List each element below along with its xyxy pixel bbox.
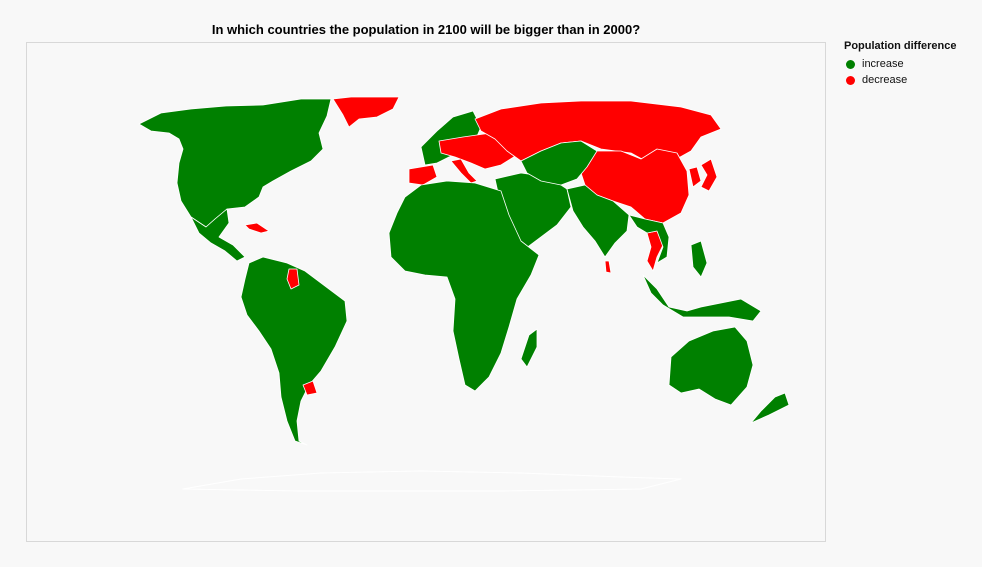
legend-label-decrease: decrease [862,74,908,86]
region-iberia [408,164,438,186]
legend-label-increase: increase [862,58,904,70]
world-map [138,96,790,492]
region-africa [388,180,540,392]
region-south-asia [566,184,630,258]
region-antarctica [182,470,682,492]
region-central-asia [520,140,598,186]
region-indonesia [642,274,762,322]
region-guyana [286,268,300,290]
region-philippines [690,240,708,278]
region-korea [688,166,702,188]
chart-title: In which countries the population in 210… [211,22,641,37]
region-japan [700,158,718,192]
legend-swatch-decrease [846,75,855,85]
legend-item-decrease[interactable]: decrease [844,72,956,88]
region-new-zealand [750,392,790,424]
region-south-america [240,256,348,446]
region-southeast-asia [628,214,670,264]
region-cuba [244,222,270,234]
region-uruguay [302,380,318,396]
legend-item-increase[interactable]: increase [844,56,956,72]
region-madagascar [520,328,538,368]
region-north-america [138,98,332,228]
legend-title: Population difference [844,40,957,52]
legend: Population difference increase decrease [844,40,956,88]
region-central-america [190,208,246,262]
region-sri-lanka [604,260,612,274]
region-greenland [332,96,400,128]
region-australia [668,326,754,406]
map-plot-area [26,42,826,542]
legend-swatch-increase [846,59,855,69]
